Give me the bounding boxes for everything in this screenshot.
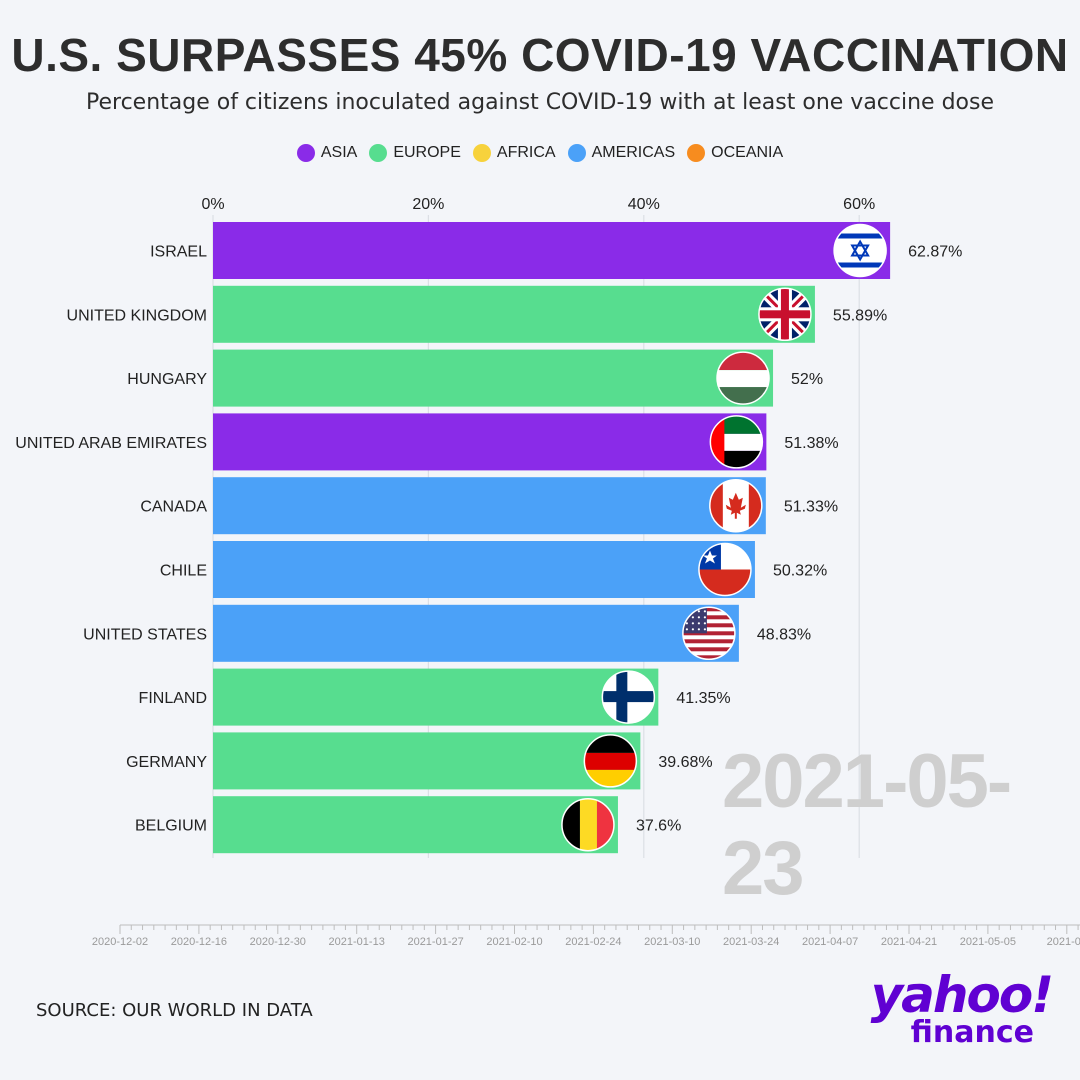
legend-item-asia: ASIA [296,144,358,162]
category-label: ISRAEL [150,244,207,261]
bar [213,668,659,726]
legend-label-oceania: OCEANIA [711,144,784,161]
legend-swatch-europe [369,144,388,162]
legend-swatch-africa [472,144,491,162]
bar [213,477,766,535]
timeline-label: 2021-02-10 [486,936,542,948]
canada-flag-icon [709,478,763,533]
timeline-layer: 2020-12-02 2020-12-16 2020-12-30 2021-01-13… [92,924,1080,948]
category-label: UNITED ARAB EMIRATES [15,435,207,452]
timeline-label: 2021-02-24 [565,936,621,948]
x-tick-label: 60% [843,196,875,213]
bar [213,222,891,279]
date-watermark: 2021-05-23 [722,739,1012,911]
timeline-label: 2021-05-05 [960,936,1016,948]
uae-flag-icon [709,415,764,469]
timeline-label: 2020-12-02 [92,936,148,948]
belgium-flag-icon [561,797,615,852]
legend-item-oceania: OCEANIA [687,144,783,162]
bar [213,285,815,343]
legend-swatch-asia [296,144,315,162]
israel-flag-icon [833,223,887,278]
bar-layer [213,222,891,854]
chart-title: U.S. SURPASSES 45% COVID-19 VACCINATION [11,29,1069,81]
timeline-label: 2021-01-27 [407,936,463,948]
category-label: CHILE [160,563,207,580]
value-label: 62.87% [908,244,962,261]
timeline-label: 2021-03-10 [644,936,700,948]
value-label: 55.89% [833,307,887,324]
legend-label-europe: EUROPE [393,144,461,161]
logo-line1: yahoo! [870,966,1054,1024]
legend-item-europe: EUROPE [369,144,461,162]
bar [213,732,641,790]
x-tick-label: 20% [412,196,444,213]
value-label: 37.6% [636,818,681,835]
legend: ASIA EUROPE AFRICA AMERICAS OCEANIA [0,144,1080,162]
x-tick-label: 40% [628,196,660,213]
value-label: 41.35% [676,690,730,707]
source-note: SOURCE: OUR WORLD IN DATA [36,1000,313,1021]
legend-item-americas: AMERICAS [567,144,676,162]
label-layer: ISRAEL 62.87% UNITED KINGDOM 55.89% HUNGARY 5… [15,244,962,835]
timeline-label: 2021-04-07 [802,936,858,948]
category-label: UNITED KINGDOM [67,307,207,324]
value-label: 50.32% [773,563,827,580]
logo-line2: finance [910,1015,1034,1050]
legend-label-asia: ASIA [320,144,358,161]
legend-swatch-americas [567,144,586,162]
chart-subtitle: Percentage of citizens inoculated agains… [85,90,994,115]
legend-label-americas: AMERICAS [591,144,676,161]
bar [213,349,774,407]
timeline-label: 2021-01-13 [329,936,385,948]
value-label: 39.68% [658,754,712,771]
germany-flag-icon [583,734,638,788]
category-label: HUNGARY [127,371,207,388]
finland-flag-icon [601,670,656,724]
value-label: 51.33% [784,499,838,516]
timeline-label: 2020-12-30 [250,936,306,948]
category-label: CANADA [140,499,207,516]
timeline-label: 2021-05 [1047,936,1080,948]
legend-label-africa: AFRICA [496,144,556,161]
yahoo-finance-logo: yahoo! finance [862,966,1054,1050]
value-label: 52% [791,371,823,388]
uk-flag-icon [758,287,812,342]
category-label: BELGIUM [135,818,207,835]
bar [213,541,755,598]
legend-swatch-oceania [687,144,706,162]
bar [213,604,739,662]
legend-item-africa: AFRICA [472,144,556,162]
usa-flag-icon [682,606,736,661]
hungary-flag-icon [716,351,770,405]
value-label: 48.83% [757,626,811,643]
timeline-label: 2020-12-16 [171,936,227,948]
category-label: UNITED STATES [83,626,207,643]
chile-flag-icon [698,542,752,597]
timeline-label: 2021-03-24 [723,936,779,948]
bar [213,796,618,854]
category-label: GERMANY [126,754,207,771]
bar [213,413,767,471]
x-tick-label: 0% [201,196,224,213]
category-label: FINLAND [139,690,207,707]
timeline-label: 2021-04-21 [881,936,937,948]
value-label: 51.38% [784,435,838,452]
